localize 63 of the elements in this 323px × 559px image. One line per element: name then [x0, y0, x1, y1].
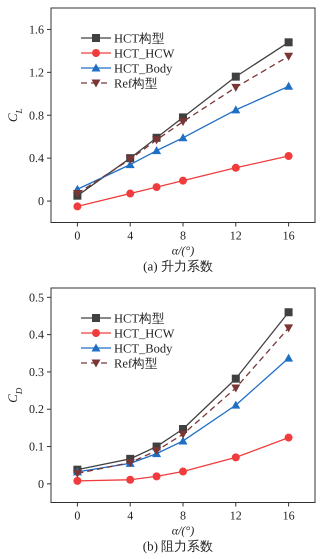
legend-label: HCT_Body [114, 341, 174, 355]
y-tick-label: 0 [38, 194, 44, 208]
point [284, 308, 293, 316]
legend-label: HCT构型 [114, 32, 165, 46]
point [284, 38, 293, 46]
point [284, 324, 294, 332]
x-tick-label: 16 [282, 508, 295, 522]
legend-label: Ref构型 [114, 356, 158, 370]
x-tick-label: 4 [127, 508, 134, 522]
y-tick-label: 0.8 [29, 108, 44, 122]
x-tick-label: 0 [74, 508, 80, 522]
point [179, 176, 187, 185]
x-tick-label: 8 [180, 228, 186, 242]
text: (b) 阻力系数 [142, 538, 214, 553]
legend-label: HCT构型 [114, 311, 165, 325]
y-tick-label: 1.6 [29, 22, 44, 36]
point [126, 190, 134, 198]
point [231, 105, 240, 114]
point [179, 467, 187, 476]
point [284, 353, 294, 362]
point [284, 152, 293, 160]
point [231, 400, 240, 408]
point [232, 72, 240, 81]
point [73, 202, 82, 210]
point [232, 374, 240, 382]
x-axis-title: α/(°) [172, 244, 194, 258]
x-tick-label: 12 [230, 508, 242, 522]
point [72, 469, 82, 478]
text: (a) 升力系数 [143, 258, 213, 274]
point [73, 476, 82, 484]
y-tick-label: 0.5 [29, 290, 44, 304]
point [152, 136, 162, 144]
y-tick-label: 0.3 [29, 364, 44, 378]
point [232, 164, 240, 172]
point [178, 430, 188, 438]
point [231, 384, 240, 392]
point [178, 118, 188, 126]
point [284, 433, 293, 442]
point [152, 146, 162, 154]
x-axis-title: α/(°) [172, 523, 194, 537]
point [178, 133, 188, 142]
y-tick-label: 1.2 [29, 65, 44, 80]
legend-label: HCT_HCW [114, 326, 175, 340]
legend-label: HCT_Body [114, 62, 174, 76]
y-tick-label: 0.4 [29, 151, 44, 166]
x-tick-label: 4 [127, 228, 134, 242]
point [152, 472, 161, 480]
point [231, 84, 240, 92]
point [232, 452, 240, 461]
x-tick-label: 0 [74, 228, 80, 242]
y-tick-label: 0 [38, 476, 44, 490]
x-tick-label: 16 [282, 228, 295, 242]
x-tick-label: 8 [180, 508, 186, 522]
point [152, 183, 161, 192]
point [284, 52, 294, 61]
y-tick-label: 0.2 [29, 402, 44, 416]
point [126, 475, 134, 484]
legend-label: HCT_HCW [114, 46, 175, 60]
y-tick-label: 0.1 [29, 439, 44, 454]
y-tick-label: 0.4 [29, 327, 44, 342]
x-tick-label: 12 [230, 228, 242, 242]
legend-label: Ref构型 [114, 76, 158, 90]
point [284, 82, 294, 90]
